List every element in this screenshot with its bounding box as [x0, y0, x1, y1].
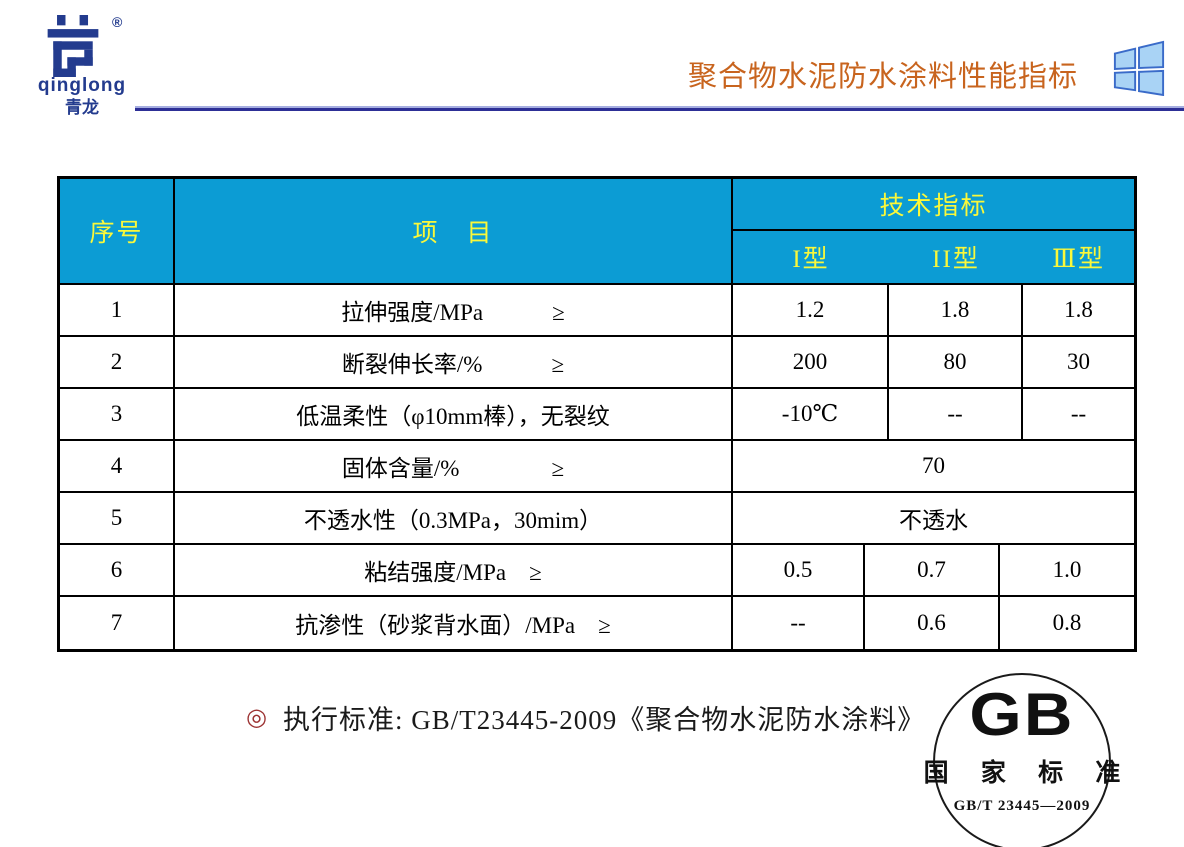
table-row: 7 抗渗性（砂浆背水面）/MPa ≥ -- 0.6 0.8: [60, 597, 1134, 649]
column-header-item: 项 目: [175, 179, 733, 283]
column-header-type1: I型: [792, 246, 830, 273]
registered-trademark: ®: [112, 14, 123, 30]
column-header-types: I型 II型 Ⅲ型: [733, 231, 1134, 283]
column-header-spec: 技术指标: [733, 179, 1134, 232]
gb-seal-letters: GB: [969, 681, 1075, 748]
double-circle-bullet-icon: ◎: [246, 704, 267, 731]
table-row: 4 固体含量/% ≥ 70: [60, 441, 1134, 493]
qinglong-logo-icon: [47, 15, 99, 77]
spec-table: 序号 项 目 技术指标 I型 II型 Ⅲ型 1 拉伸强度/MPa ≥ 1.2 1…: [57, 176, 1137, 652]
table-row: 3 低温柔性（φ10mm棒），无裂纹 -10℃ -- --: [60, 389, 1134, 441]
gb-standard-seal: GB 国 家 标 准 GB/T 23445—2009: [924, 673, 1120, 847]
table-row: 1 拉伸强度/MPa ≥ 1.2 1.8 1.8: [60, 285, 1134, 337]
page-title: 聚合物水泥防水涂料性能指标: [687, 61, 1078, 93]
column-header-type3: Ⅲ型: [1051, 246, 1106, 273]
brand-name-chinese: 青龙: [65, 98, 99, 117]
gb-seal-label: 国 家 标 准: [923, 760, 1134, 787]
column-header-spec-group: 技术指标 I型 II型 Ⅲ型: [733, 179, 1134, 283]
table-row: 5 不透水性（0.3MPa，30mim） 不透水: [60, 493, 1134, 545]
brand-name-latin: qinglong: [37, 75, 127, 96]
header-divider-rule: [135, 108, 1184, 111]
table-row: 6 粘结强度/MPa ≥ 0.5 0.7 1.0: [60, 545, 1134, 597]
table-header: 序号 项 目 技术指标 I型 II型 Ⅲ型: [60, 179, 1134, 285]
standard-note: ◎ 执行标准: GB/T23445-2009《聚合物水泥防水涂料》: [246, 698, 925, 737]
column-header-no: 序号: [60, 179, 175, 283]
column-header-type2: II型: [932, 246, 980, 273]
window-panes-icon: [1113, 40, 1165, 96]
standard-note-text: 执行标准: GB/T23445-2009《聚合物水泥防水涂料》: [282, 705, 926, 735]
table-row: 2 断裂伸长率/% ≥ 200 80 30: [60, 337, 1134, 389]
gb-seal-standard: GB/T 23445—2009: [953, 798, 1091, 814]
